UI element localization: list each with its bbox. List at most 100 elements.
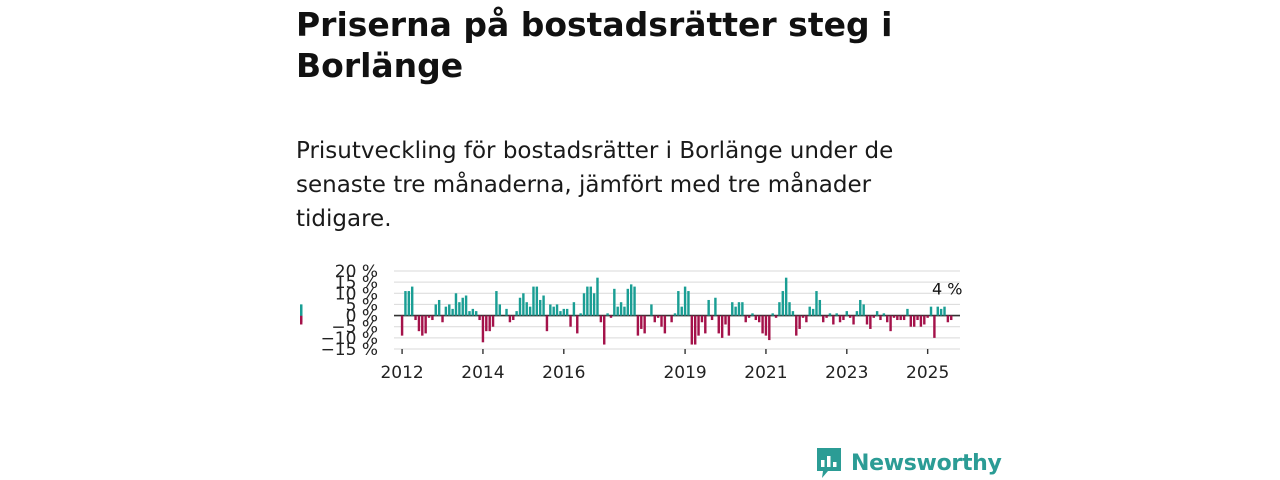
bar	[677, 291, 680, 316]
brand-name: Newsworthy	[851, 450, 1002, 476]
bar	[441, 315, 444, 323]
newsworthy-logo-icon	[817, 448, 841, 478]
bar	[771, 313, 774, 316]
bar	[683, 286, 687, 316]
bar	[532, 286, 535, 316]
bar	[798, 315, 801, 329]
bar	[471, 308, 475, 316]
bar	[572, 302, 576, 316]
bar	[865, 315, 869, 325]
bar	[559, 311, 562, 316]
bar	[660, 315, 663, 327]
bar	[875, 311, 879, 316]
bar	[603, 315, 606, 345]
bar	[822, 315, 825, 323]
bar	[700, 315, 704, 323]
bar	[939, 308, 943, 316]
bar	[818, 299, 822, 316]
bar	[481, 315, 485, 343]
bar	[892, 315, 896, 318]
bar	[619, 302, 623, 316]
bar	[454, 293, 458, 316]
bar	[404, 291, 407, 316]
bar	[801, 315, 805, 318]
bar	[586, 286, 589, 316]
bar	[912, 315, 916, 327]
bar	[838, 315, 842, 323]
bar	[663, 315, 667, 334]
bar	[414, 315, 417, 321]
bar	[811, 308, 815, 316]
bar	[495, 291, 498, 316]
bar	[491, 315, 495, 327]
bar	[599, 315, 603, 323]
y-tick-label: 10 %	[335, 284, 378, 304]
bar	[656, 315, 660, 318]
bar	[879, 315, 882, 321]
bar	[845, 311, 849, 316]
bar	[832, 315, 835, 325]
bar	[693, 315, 697, 345]
bar	[886, 315, 889, 323]
bar	[687, 291, 690, 316]
bar	[670, 315, 673, 323]
bar	[815, 291, 818, 316]
gridlines	[394, 270, 960, 350]
bar	[788, 302, 791, 316]
bar	[808, 306, 811, 316]
bar	[754, 315, 758, 321]
bar	[741, 302, 744, 316]
bar	[744, 315, 747, 323]
bar	[761, 315, 764, 334]
bar	[417, 315, 421, 332]
bar	[606, 313, 609, 316]
bar	[626, 288, 630, 316]
bar	[933, 315, 936, 338]
bar	[929, 306, 933, 316]
bar	[795, 315, 798, 336]
bar	[859, 299, 862, 316]
x-tick-label: 2021	[744, 363, 787, 383]
bar	[300, 315, 303, 325]
bar	[478, 315, 481, 321]
bar	[623, 306, 626, 316]
bar	[855, 311, 859, 316]
bar	[784, 277, 788, 316]
bar	[717, 315, 720, 334]
bar	[643, 315, 646, 334]
bar	[778, 302, 781, 316]
bar	[916, 315, 919, 321]
bar	[720, 315, 724, 338]
y-tick-label: −10 %	[321, 329, 378, 349]
bar	[640, 315, 643, 329]
bar	[704, 315, 707, 334]
bar	[528, 306, 532, 316]
bar	[498, 304, 502, 316]
bar	[539, 299, 542, 316]
bar	[444, 306, 448, 316]
bar	[909, 315, 913, 327]
bar	[458, 302, 461, 316]
bar	[576, 315, 579, 334]
y-tick-label: −5 %	[331, 318, 378, 338]
bar	[906, 308, 909, 316]
bar	[774, 315, 778, 318]
bar	[828, 313, 832, 316]
bar	[650, 304, 653, 316]
bar	[464, 295, 468, 316]
bar	[552, 306, 555, 316]
bar	[869, 315, 872, 329]
x-tick-label: 2019	[663, 363, 706, 383]
bar	[926, 315, 929, 318]
y-tick-label: 5 %	[346, 295, 378, 315]
bar	[852, 315, 855, 325]
bar	[545, 315, 549, 332]
bar	[431, 315, 434, 321]
bar	[410, 286, 414, 316]
bar	[946, 315, 950, 323]
bar	[727, 315, 731, 336]
bar	[636, 315, 640, 336]
bar	[461, 297, 464, 316]
bar	[485, 315, 488, 332]
bar	[515, 311, 518, 316]
